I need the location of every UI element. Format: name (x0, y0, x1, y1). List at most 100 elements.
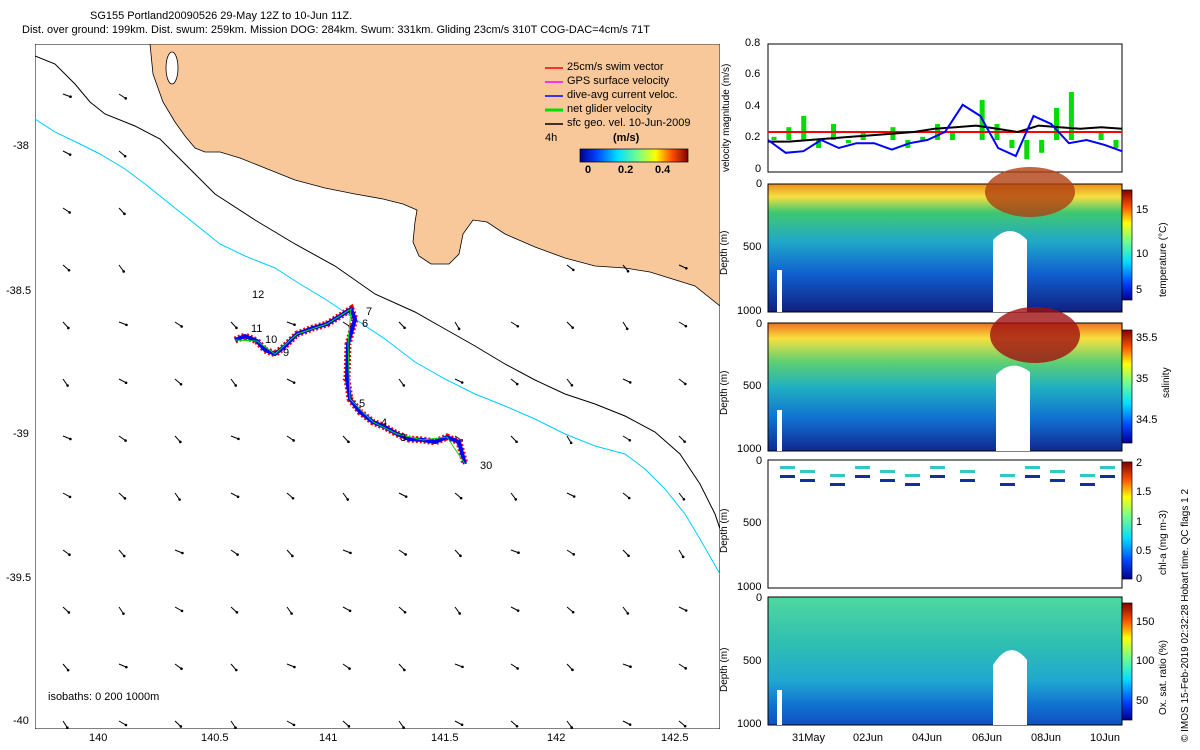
chl-observation (905, 474, 908, 477)
arrow-head (628, 381, 632, 384)
net-glider-velocity-bar (1039, 140, 1045, 153)
glider-track (233, 303, 469, 465)
colorbar-tick-2: 0.4 (655, 164, 671, 176)
chl-observation (803, 479, 806, 482)
chl-observation (861, 466, 864, 469)
arrow-head (571, 668, 574, 672)
chl-observation (1056, 470, 1059, 473)
legend-scale-label: 4h (545, 132, 558, 144)
chl-observation (963, 470, 966, 473)
chl-observation (880, 479, 883, 482)
legend (545, 67, 689, 163)
chl-observation (883, 479, 886, 482)
arrow-head (235, 611, 239, 614)
chl-observation (1037, 466, 1040, 469)
time-xtick: 10Jun (1090, 732, 1120, 744)
cbar-tick: 50 (1136, 695, 1149, 707)
depth-tick: 500 (743, 655, 762, 667)
arrow-head (67, 611, 71, 614)
arrow-head (124, 381, 128, 385)
geo-velocity-arrow (622, 264, 629, 272)
chl-observation (1086, 483, 1089, 486)
arrow-head (66, 726, 69, 729)
chl-observation (1106, 475, 1109, 478)
chl-observation (1092, 483, 1095, 486)
arrow-head (68, 211, 71, 214)
geo-velocity-arrow (118, 93, 126, 99)
map-ytick: -39 (13, 428, 29, 440)
geo-velocity-arrow (398, 720, 404, 728)
geo-velocity-arrow (678, 321, 687, 327)
arrow-head (181, 551, 184, 555)
geo-velocity-arrow (230, 606, 238, 613)
arrow-head (179, 440, 182, 444)
cbar-tick: 15 (1136, 204, 1149, 216)
arrow-head (685, 266, 688, 270)
chl-observation (864, 466, 867, 469)
arrow-head (237, 437, 240, 441)
oxygen-colorbar (1121, 602, 1133, 721)
geo-velocity-arrow (398, 549, 406, 555)
chl-observation (1028, 475, 1031, 478)
chl-observation (861, 475, 864, 478)
chl-observation (792, 475, 795, 478)
geo-velocity-arrow (622, 492, 630, 499)
geo-velocity-arrow (678, 606, 687, 611)
time-xtick: 04Jun (912, 732, 942, 744)
legend-sfc-geo: sfc geo. vel. 10-Jun-2009 (567, 117, 691, 129)
net-glider-velocity-bar (801, 116, 807, 140)
chl-observation (1012, 474, 1015, 477)
arrow-head (234, 726, 237, 729)
geo-velocity-arrow (678, 378, 686, 385)
chl-observation (836, 483, 839, 486)
chart-title-line1: SG155 Portland20090526 29-May 12Z to 10-… (90, 10, 353, 22)
map-ytick: -38.5 (6, 285, 32, 297)
net-glider-velocity-bar (1024, 140, 1030, 160)
net-glider-velocity-bar (920, 136, 926, 140)
geo-velocity-arrow (566, 378, 573, 386)
arrow-head (684, 609, 688, 612)
geo-velocity-arrow (230, 663, 237, 671)
chl-observation (809, 479, 812, 482)
arrow-head (180, 609, 184, 613)
arrow-head (69, 95, 72, 99)
chl-observation (1031, 466, 1034, 469)
arrow-head (515, 382, 519, 386)
geo-velocity-arrow (174, 606, 183, 612)
vel-ytick: 0.8 (745, 37, 761, 49)
arrow-head (124, 439, 127, 442)
chl-observation (905, 483, 908, 486)
warm-core (985, 167, 1075, 217)
arrow-head (684, 667, 688, 670)
time-xtick: 02Jun (853, 732, 883, 744)
arrow-head (290, 612, 293, 615)
geo-velocity-arrow (566, 606, 574, 613)
net-glider-velocity-bar (1068, 92, 1074, 140)
colorbar-tick-0: 0 (585, 164, 592, 176)
dive-avg-current-line (767, 103, 1123, 158)
chl-observation (1109, 475, 1112, 478)
arrow-head (515, 724, 519, 728)
chl-observation (783, 475, 786, 478)
chl-observation (1012, 483, 1015, 486)
velocity-series (767, 92, 1123, 160)
arrow-head (68, 153, 72, 156)
sfc-geo-speed-line (768, 124, 1123, 143)
arrow-head (179, 382, 183, 386)
chl-observation (1009, 474, 1012, 477)
net-glider-velocity-bar (949, 132, 955, 140)
geo-velocity-arrow (566, 720, 573, 728)
geo-velocity-arrow (398, 378, 405, 386)
time-xtick: 31May (792, 732, 826, 744)
arrow-head (517, 551, 520, 555)
depth-tick: 500 (743, 241, 762, 253)
chl-observation (960, 470, 963, 473)
chl-observation (1089, 483, 1092, 486)
chl-observation (969, 479, 972, 482)
arrow-head (458, 612, 462, 615)
chl-observation (889, 479, 892, 482)
data-gap (996, 365, 1030, 451)
arrow-head (292, 439, 295, 442)
chl-observation (933, 466, 936, 469)
arrow-head (122, 554, 126, 558)
